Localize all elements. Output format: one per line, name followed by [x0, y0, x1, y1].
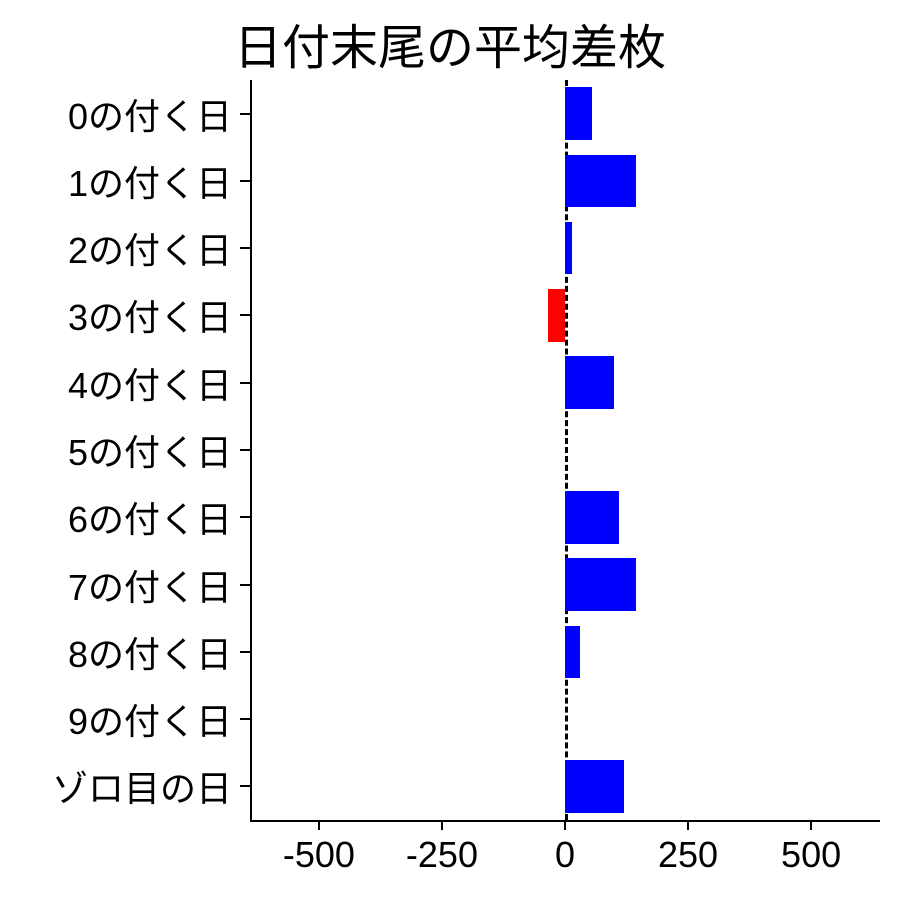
y-tick-mark [240, 718, 250, 720]
y-tick-text: ゾロ目の日 [52, 768, 232, 809]
y-tick-label: 4の付く日 [0, 357, 232, 409]
x-tick-mark [564, 820, 566, 830]
y-tick-mark [240, 180, 250, 182]
bar [565, 626, 580, 678]
bar [565, 155, 636, 207]
y-tick-mark [240, 449, 250, 451]
y-tick-text: 6の付く日 [68, 499, 232, 540]
x-tick-mark [810, 820, 812, 830]
y-tick-text: 8の付く日 [68, 634, 232, 675]
x-tick-text: -500 [283, 834, 355, 875]
bar-row [250, 558, 880, 610]
y-tick-label: 3の付く日 [0, 289, 232, 341]
bar-row [250, 87, 880, 139]
x-tick-mark [687, 820, 689, 830]
x-tick-label: -250 [406, 834, 478, 876]
bar [565, 222, 572, 274]
bar-row [250, 424, 880, 476]
y-tick-label: 1の付く日 [0, 155, 232, 207]
y-tick-label: 8の付く日 [0, 626, 232, 678]
plot-area: 0の付く日1の付く日2の付く日3の付く日4の付く日5の付く日6の付く日7の付く日… [250, 80, 880, 820]
y-tick-mark [240, 651, 250, 653]
bar-row [250, 356, 880, 408]
x-tick-label: 250 [658, 834, 718, 876]
x-tick-text: 250 [658, 834, 718, 875]
y-tick-text: 9の付く日 [68, 701, 232, 742]
x-tick-text: 500 [781, 834, 841, 875]
x-tick-text: 0 [555, 834, 575, 875]
x-tick-mark [441, 820, 443, 830]
y-tick-label: 7の付く日 [0, 559, 232, 611]
bar-row [250, 760, 880, 812]
y-tick-mark [240, 247, 250, 249]
y-tick-mark [240, 382, 250, 384]
bar [548, 289, 565, 341]
y-tick-mark [240, 785, 250, 787]
bar-row [250, 491, 880, 543]
x-tick-label: 0 [555, 834, 575, 876]
bar-row [250, 222, 880, 274]
y-tick-text: 3の付く日 [68, 297, 232, 338]
y-tick-label: 6の付く日 [0, 491, 232, 543]
bar [565, 491, 619, 543]
y-tick-label: 9の付く日 [0, 693, 232, 745]
bar-row [250, 155, 880, 207]
bar [565, 558, 636, 610]
x-tick-text: -250 [406, 834, 478, 875]
chart-container: 日付末尾の平均差枚 0の付く日1の付く日2の付く日3の付く日4の付く日5の付く日… [0, 0, 900, 900]
y-tick-text: 7の付く日 [68, 567, 232, 608]
y-tick-text: 4の付く日 [68, 365, 232, 406]
y-tick-mark [240, 314, 250, 316]
y-axis-line [250, 80, 252, 820]
bar [565, 760, 624, 812]
bar [565, 87, 592, 139]
y-tick-mark [240, 584, 250, 586]
y-tick-text: 5の付く日 [68, 432, 232, 473]
x-tick-mark [318, 820, 320, 830]
y-tick-text: 2の付く日 [68, 230, 232, 271]
y-tick-label: 0の付く日 [0, 88, 232, 140]
y-tick-label: ゾロ目の日 [0, 760, 232, 812]
x-tick-label: 500 [781, 834, 841, 876]
y-tick-mark [240, 113, 250, 115]
chart-title: 日付末尾の平均差枚 [0, 8, 900, 78]
y-tick-mark [240, 516, 250, 518]
y-tick-label: 2の付く日 [0, 222, 232, 274]
bar-row [250, 289, 880, 341]
bar-row [250, 693, 880, 745]
bar-row [250, 626, 880, 678]
bar [565, 356, 614, 408]
x-tick-label: -500 [283, 834, 355, 876]
y-tick-label: 5の付く日 [0, 424, 232, 476]
y-tick-text: 0の付く日 [68, 96, 232, 137]
y-tick-text: 1の付く日 [68, 163, 232, 204]
